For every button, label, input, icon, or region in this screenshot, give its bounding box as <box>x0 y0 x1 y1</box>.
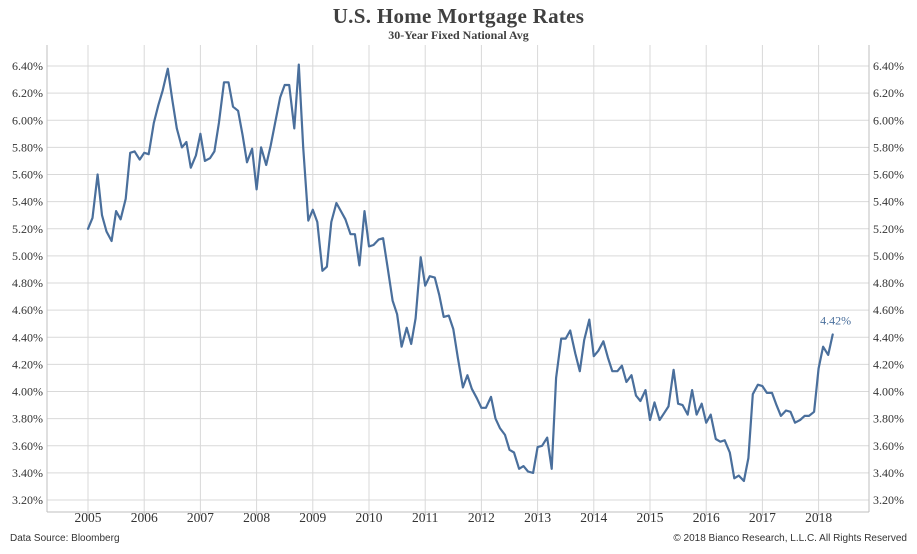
data-source-note: Data Source: Bloomberg <box>10 533 120 544</box>
last-value-label: 4.42% <box>820 314 851 328</box>
y-tick-label: 6.20% <box>873 86 904 100</box>
x-tick-label: 2013 <box>524 510 551 525</box>
y-tick-label: 4.00% <box>873 385 904 399</box>
y-tick-label: 3.40% <box>12 466 43 480</box>
x-axis: 2005 2006 2007 2008 2009 2010 2011 2012 2013 2014… <box>75 510 833 525</box>
x-tick-label: 2015 <box>637 510 664 525</box>
x-tick-label: 2016 <box>693 510 720 525</box>
mortgage-rate-line <box>86 63 834 483</box>
x-tick-label: 2017 <box>749 510 776 525</box>
y-tick-label: 3.20% <box>873 493 904 507</box>
x-tick-label: 2007 <box>187 510 214 525</box>
y-tick-label: 4.20% <box>12 357 43 371</box>
x-tick-label: 2006 <box>131 510 158 525</box>
y-tick-label: 5.00% <box>12 249 43 263</box>
y-axis-left: 3.20% 3.40% 3.60% 3.80% 4.00% 4.20% 4.40% 4.60%… <box>12 59 43 507</box>
y-tick-label: 4.40% <box>873 330 904 344</box>
y-tick-label: 6.40% <box>12 59 43 73</box>
y-tick-label: 6.20% <box>12 86 43 100</box>
y-tick-label: 3.80% <box>873 412 904 426</box>
y-tick-label: 3.20% <box>12 493 43 507</box>
chart-subtitle: 30-Year Fixed National Avg <box>388 28 529 42</box>
chart-title: U.S. Home Mortgage Rates <box>332 4 585 28</box>
y-tick-label: 4.60% <box>873 303 904 317</box>
y-tick-label: 4.80% <box>873 276 904 290</box>
y-tick-label: 5.40% <box>873 195 904 209</box>
y-tick-label: 5.60% <box>873 168 904 182</box>
y-tick-label: 4.60% <box>12 303 43 317</box>
y-tick-label: 3.60% <box>873 439 904 453</box>
y-tick-label: 5.20% <box>873 222 904 236</box>
y-tick-label: 5.20% <box>12 222 43 236</box>
y-tick-label: 5.00% <box>873 249 904 263</box>
copyright-note: © 2018 Bianco Research, L.L.C. All Right… <box>673 533 907 544</box>
gridlines <box>47 45 869 512</box>
y-tick-label: 4.00% <box>12 385 43 399</box>
y-axis-right: 3.20% 3.40% 3.60% 3.80% 4.00% 4.20% 4.40% 4.60%… <box>873 59 904 507</box>
y-tick-label: 4.80% <box>12 276 43 290</box>
x-tick-label: 2012 <box>468 510 495 525</box>
y-tick-label: 6.40% <box>873 59 904 73</box>
x-tick-label: 2011 <box>412 510 439 525</box>
y-tick-label: 3.80% <box>12 412 43 426</box>
axes <box>46 45 870 516</box>
x-tick-label: 2008 <box>243 510 270 525</box>
x-tick-label: 2010 <box>356 510 383 525</box>
y-tick-label: 6.00% <box>12 113 43 127</box>
x-tick-label: 2018 <box>805 510 832 525</box>
y-tick-label: 4.40% <box>12 330 43 344</box>
series <box>86 63 834 483</box>
x-tick-label: 2005 <box>75 510 102 525</box>
y-tick-label: 5.60% <box>12 168 43 182</box>
y-tick-label: 6.00% <box>873 113 904 127</box>
x-tick-label: 2014 <box>580 510 607 525</box>
y-tick-label: 5.80% <box>12 140 43 154</box>
x-tick-label: 2009 <box>299 510 326 525</box>
y-tick-label: 3.40% <box>873 466 904 480</box>
y-tick-label: 5.80% <box>873 140 904 154</box>
y-tick-label: 3.60% <box>12 439 43 453</box>
y-tick-label: 4.20% <box>873 357 904 371</box>
y-tick-label: 5.40% <box>12 195 43 209</box>
